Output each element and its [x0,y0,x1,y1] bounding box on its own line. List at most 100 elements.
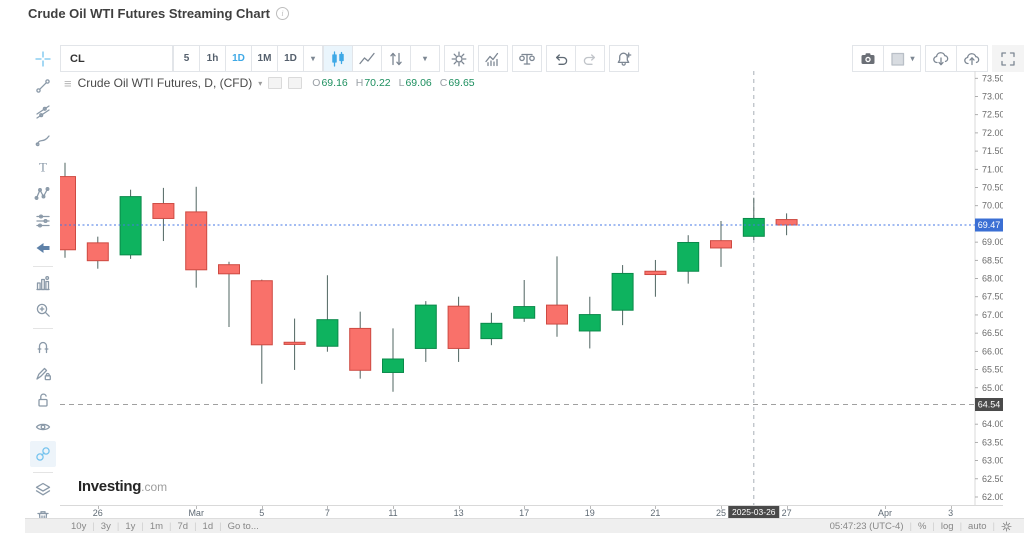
x-tick-mark [885,506,886,509]
x-tick-label: 5 [259,508,265,518]
range-7d-button[interactable]: 7d [177,520,189,532]
x-tick-label: Mar [188,508,204,518]
arrow-icon [34,239,52,257]
tool-drawing-lock[interactable] [30,360,56,386]
candle-body [414,304,437,349]
fullscreen-button[interactable] [992,45,1024,72]
close-value: 69.65 [448,77,475,89]
info-icon[interactable]: i [275,7,289,20]
x-tick-label: 17 [519,508,530,518]
line-chart-icon [358,50,376,68]
candle-body [60,176,76,251]
hide-drawings-icon [34,418,52,436]
range-1m-button[interactable]: 1m [149,520,164,532]
tool-hide-drawings[interactable] [30,414,56,440]
tool-crosshair[interactable] [30,46,56,72]
candle-body [185,211,208,271]
toolbar-right-group: ▾ [852,45,1024,72]
interval-5-button[interactable]: 5 [173,45,200,72]
save-chart-icon [963,50,981,68]
range-1d-button[interactable]: 1d [202,520,214,532]
text-icon: T [34,158,52,176]
chart-plot[interactable]: 73.50 73.00 72.50 72.00 71.50 71.00 70.50 70.00… [60,71,1003,505]
snapshot-button[interactable] [852,45,884,72]
interval-1M-button[interactable]: 1M [251,45,278,72]
range-Go-to-button[interactable]: Go to... [227,520,259,532]
range-buttons: 10y | 3y | 1y | 1m | 7d | 1d | Go to... [71,521,259,532]
clock-label[interactable]: 05:47:23 (UTC-4) [829,520,904,532]
axis-settings-gear-icon[interactable] [1001,520,1012,532]
candlestick-chart-button[interactable] [323,45,353,72]
redo-icon [581,50,599,68]
price-axis[interactable] [975,71,1003,505]
x-tick-mark [458,506,460,509]
trend-line-icon [34,77,52,95]
close-label: C [439,77,448,89]
unlock-icon [34,391,52,409]
separator: | [92,520,95,532]
tool-brush[interactable] [30,127,56,153]
interval-1D-button[interactable]: 1D [225,45,252,72]
save-chart-button[interactable] [956,45,988,72]
range-10y-button[interactable]: 10y [71,520,87,532]
percent-scale-button[interactable]: % [917,520,927,532]
price-tick-label: 65.00 [982,383,1003,393]
separator: | [194,520,197,532]
bar-style-dropdown-button[interactable]: ▾ [410,45,440,72]
tool-link-charts[interactable] [29,441,56,468]
current-price-label [975,218,1003,232]
candle-body [152,203,175,219]
redo-button[interactable] [575,45,605,72]
legend-settings-button[interactable] [288,77,303,89]
separator: | [141,520,144,532]
candle-body [349,327,372,371]
candle-body [611,272,634,311]
undo-button[interactable] [546,45,576,72]
price-tick-label: 63.50 [982,437,1003,447]
candle-body [644,270,667,276]
candle-body [480,322,503,340]
x-tick-mark [786,506,788,509]
tool-xabcd-pattern[interactable] [30,181,56,207]
range-3y-button[interactable]: 3y [100,520,111,532]
toolbar-divider [32,265,53,267]
candlestick-chart-icon [329,50,347,68]
price-tick-label: 69.00 [982,237,1003,247]
interval-1h-button[interactable]: 1h [199,45,226,72]
chart-settings-button[interactable] [444,45,474,72]
tool-text[interactable]: T [30,154,56,180]
price-tick-label: 71.50 [982,146,1003,156]
interval-group: 5 1h 1D 1M 1D ▾ [173,45,323,72]
bar-style-button[interactable] [381,45,411,72]
auto-scale-button[interactable]: auto [968,520,987,532]
line-chart-button[interactable] [352,45,382,72]
tool-object-tree[interactable] [30,477,56,503]
interval-1D-button[interactable]: 1D [277,45,304,72]
tool-fibonacci[interactable] [30,100,56,126]
legend-visibility-toggle[interactable] [268,77,283,89]
tool-arrow[interactable] [30,235,56,261]
symbol-input[interactable]: CL [60,45,173,72]
candle-body [578,314,601,332]
background-button[interactable]: ▾ [883,45,921,72]
axis-settings-group: 05:47:23 (UTC-4) | % | log | auto | [830,521,1012,532]
chart-area: 73.50 73.00 72.50 72.00 71.50 71.00 70.50 70.00… [60,71,1003,505]
magnet-icon [34,337,52,355]
load-chart-button[interactable] [925,45,957,72]
log-scale-button[interactable]: log [940,520,954,532]
range-1y-button[interactable]: 1y [125,520,136,532]
interval-dropdown-button[interactable]: ▾ [303,45,323,72]
candle-body [710,240,732,249]
tool-zoom-in[interactable] [30,297,56,323]
tool-long-position[interactable] [30,271,56,297]
tool-forecast[interactable] [30,208,56,234]
time-axis[interactable]: 26 Mar 5 7 11 13 17 19 21 25 27 Apr 3 2025-03-26 [60,505,1003,519]
candle-body [283,341,306,345]
tool-unlock[interactable] [30,387,56,413]
tool-magnet[interactable] [30,333,56,359]
compare-button[interactable] [512,45,542,72]
tool-trend-line[interactable] [30,73,56,99]
indicators-button[interactable] [478,45,508,72]
legend-dropdown-icon[interactable]: ▾ [258,78,263,88]
alerts-button[interactable] [609,45,639,72]
